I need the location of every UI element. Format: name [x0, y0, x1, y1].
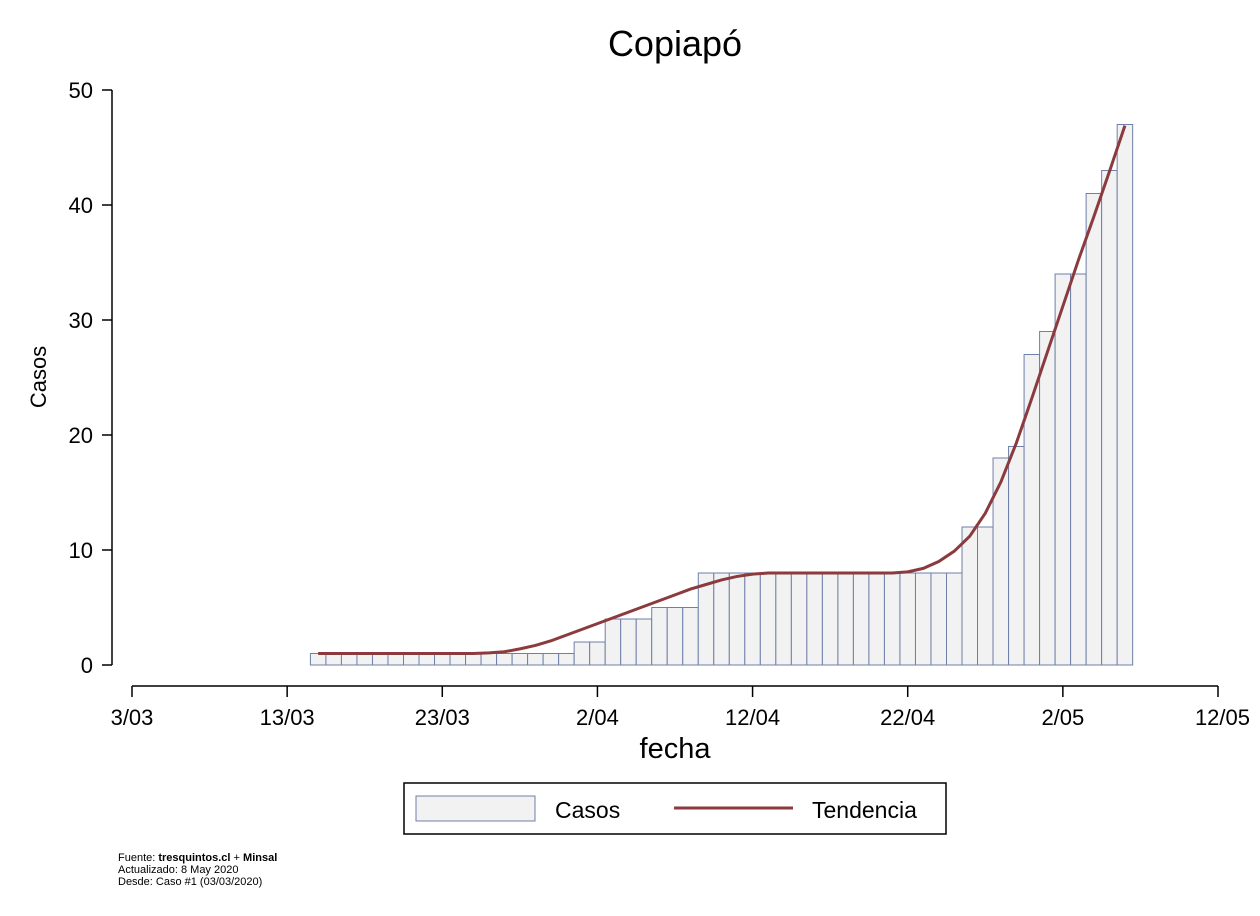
- y-tick-label: 20: [69, 423, 93, 448]
- y-axis-ticks: 0 10 20 30 40 50: [69, 78, 112, 678]
- bar: [914, 572, 932, 666]
- bar: [1085, 193, 1103, 666]
- bar: [775, 572, 792, 666]
- since-line: Desde: Caso #1 (03/03/2020): [118, 876, 263, 888]
- x-axis-label: fecha: [640, 733, 712, 765]
- bar: [930, 572, 947, 666]
- x-axis-ticks: 3/03 13/03 23/03 2/04 12/04 22/04 2/05 12/05: [111, 686, 1250, 730]
- bar: [883, 572, 901, 666]
- bar: [821, 572, 839, 666]
- bar: [977, 526, 994, 666]
- source-agency: Minsal: [243, 852, 278, 864]
- bar: [511, 653, 529, 666]
- bar: [946, 572, 963, 666]
- bar: [666, 607, 684, 666]
- bar: [1070, 273, 1087, 666]
- bar: [806, 572, 823, 666]
- y-tick-label: 50: [69, 78, 93, 103]
- bar: [1054, 273, 1072, 666]
- bar: [790, 572, 808, 666]
- x-tick-label: 12/05: [1195, 705, 1250, 730]
- bar: [837, 572, 854, 666]
- x-tick-label: 23/03: [415, 705, 470, 730]
- bar: [852, 572, 870, 666]
- x-tick-label: 12/04: [725, 705, 780, 730]
- bar: [434, 653, 451, 666]
- bar: [713, 572, 730, 666]
- bar: [961, 526, 979, 666]
- y-axis-label: Casos: [26, 346, 51, 408]
- bar: [403, 653, 420, 666]
- source-line: Fuente: tresquintos.cl + Minsal: [118, 852, 278, 864]
- chart-title: Copiapó: [608, 23, 742, 64]
- legend-swatch-casos: [415, 795, 536, 822]
- trend-line: [318, 125, 1127, 655]
- source-note: Fuente: tresquintos.cl + Minsal Actualiz…: [118, 852, 277, 888]
- bar: [573, 641, 591, 666]
- bar: [418, 653, 436, 666]
- bar: [558, 653, 575, 666]
- x-tick-label: 2/05: [1041, 705, 1084, 730]
- bar: [1008, 446, 1025, 666]
- bar: [728, 572, 746, 666]
- bar: [309, 653, 327, 666]
- bar: [449, 653, 467, 666]
- bar: [387, 653, 404, 666]
- source-site: tresquintos.cl: [158, 852, 231, 864]
- y-tick-label: 30: [69, 308, 93, 333]
- y-tick-label: 10: [69, 538, 93, 563]
- x-tick-label: 22/04: [880, 705, 935, 730]
- bar: [527, 653, 544, 666]
- bar: [620, 618, 637, 666]
- bar: [589, 641, 606, 666]
- bar: [682, 607, 699, 666]
- bar: [759, 572, 777, 666]
- bar: [868, 572, 885, 666]
- y-tick-label: 0: [81, 653, 93, 678]
- bar: [1116, 124, 1134, 666]
- x-tick-label: 3/03: [111, 705, 154, 730]
- bar: [496, 653, 513, 666]
- bar: [899, 572, 916, 666]
- bar: [744, 572, 761, 666]
- bar: [604, 618, 622, 666]
- bar: [480, 653, 498, 666]
- y-tick-label: 40: [69, 193, 93, 218]
- updated-line: Actualizado: 8 May 2020: [118, 864, 239, 876]
- bar: [356, 653, 373, 666]
- bar: [992, 457, 1010, 666]
- bars: [309, 124, 1134, 666]
- x-tick-label: 13/03: [260, 705, 315, 730]
- bar: [371, 653, 389, 666]
- bar: [542, 653, 560, 666]
- legend-label-casos: Casos: [555, 797, 620, 823]
- bar: [1101, 170, 1118, 666]
- bar: [651, 607, 668, 666]
- bar: [635, 618, 653, 666]
- bar: [1039, 331, 1056, 666]
- bar: [325, 653, 342, 666]
- legend-label-tendencia: Tendencia: [812, 797, 917, 823]
- legend: Casos Tendencia: [403, 782, 947, 835]
- bar: [340, 653, 358, 666]
- bar: [465, 653, 482, 666]
- x-tick-label: 2/04: [576, 705, 619, 730]
